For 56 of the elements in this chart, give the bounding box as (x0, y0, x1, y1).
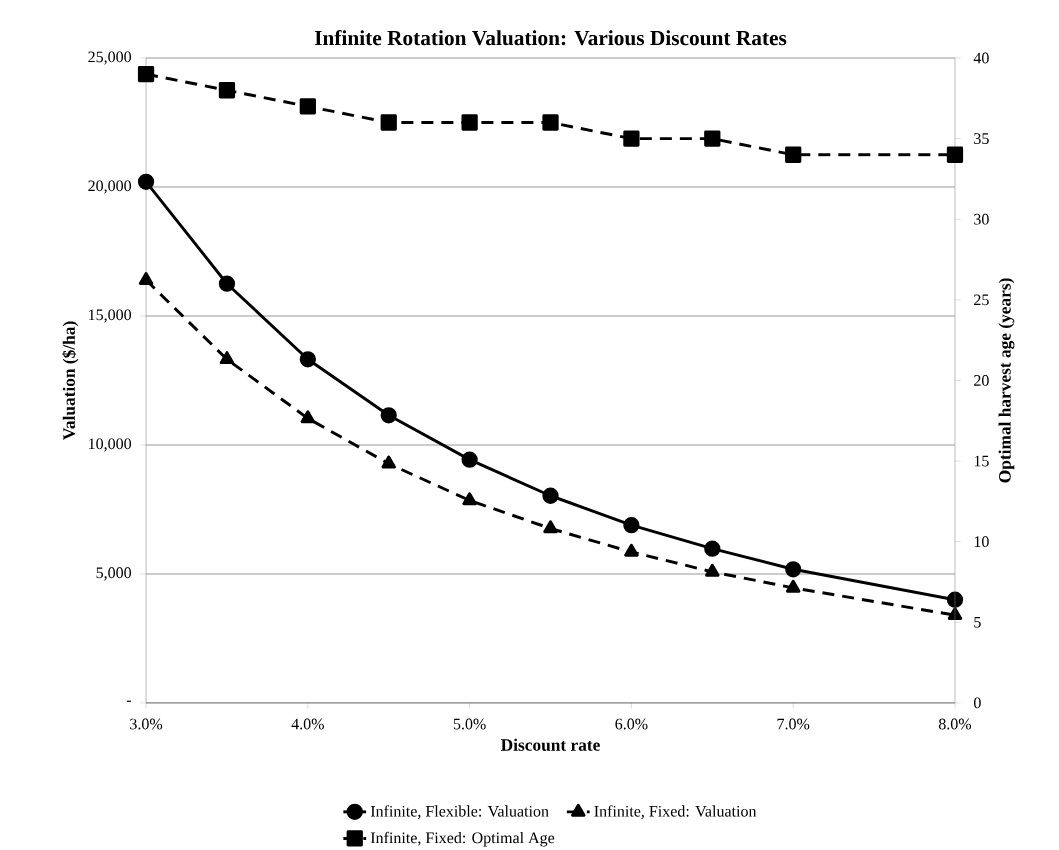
y-tick-label: - (126, 700, 132, 702)
y-tick-label: 5,000 (96, 567, 132, 581)
x-tick-label: 8.0% (938, 718, 972, 730)
point (946, 146, 964, 163)
point (381, 455, 396, 469)
x-tick-label: 7.0% (777, 718, 810, 730)
y2-tick-label: 10 (974, 536, 989, 547)
y2-tick-label: 40 (973, 52, 989, 64)
chart-title: Infinite Rotation Valuation: Various Discount Rates (314, 29, 787, 46)
point (785, 579, 801, 593)
x-tick-label: 4.0% (291, 718, 324, 730)
point (299, 350, 316, 368)
point (543, 520, 558, 534)
y2-tick-label: 0 (973, 697, 981, 709)
point (785, 560, 802, 578)
y2-tick-label: 20 (974, 374, 989, 386)
legend-label: Infinite, Fixed: Optimal Age (370, 831, 555, 847)
y-tick-label: 20,000 (88, 180, 132, 194)
x-tick-label: 6.0% (615, 718, 648, 730)
point (300, 410, 316, 423)
point (218, 81, 236, 99)
point (462, 492, 477, 505)
point (138, 271, 154, 285)
x-tick-label: 5.0% (453, 718, 486, 730)
y2-tick-label: 30 (974, 213, 989, 225)
y-tick-label: 15,000 (89, 309, 132, 323)
point (624, 543, 639, 557)
y2-tick-label: 15 (974, 455, 989, 467)
point (380, 406, 397, 424)
x-tick-label: 3.0% (130, 718, 163, 730)
point (218, 275, 236, 292)
point (542, 114, 559, 131)
legend-label: Infinite, Flexible: Valuation (370, 805, 549, 819)
point (704, 130, 721, 147)
x-axis-title: Discount rate (500, 738, 600, 751)
y-axis-title: Valuation ($/ha) (62, 321, 79, 440)
point (137, 65, 155, 83)
point (461, 451, 478, 468)
y2-tick-label: 5 (974, 616, 981, 628)
y-tick-label: 10,000 (89, 438, 132, 452)
point (137, 173, 155, 190)
point (704, 540, 721, 557)
point (219, 350, 235, 364)
point (380, 114, 397, 131)
y2-tick-label: 35 (974, 133, 989, 144)
point (299, 98, 316, 115)
y2-tick-label: 25 (974, 294, 989, 305)
point (785, 146, 802, 163)
point (623, 516, 640, 534)
point (623, 130, 640, 147)
point (705, 563, 720, 577)
point (542, 487, 559, 504)
point (461, 114, 478, 131)
legend-label: Infinite, Fixed: Valuation (594, 805, 757, 819)
y2-axis-title: Optimal harvest age (years) (998, 278, 1015, 483)
y-tick-label: 25,000 (88, 51, 132, 65)
